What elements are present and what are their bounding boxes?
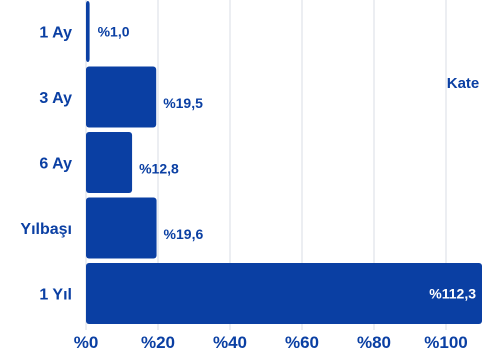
category-label-3: 6 Ay [39, 156, 72, 173]
x-tick-label-0: %0 [74, 333, 99, 352]
value-label-1: %1,0 [98, 24, 130, 40]
bar-4 [86, 197, 157, 259]
bar-1 [86, 1, 90, 62]
x-tick-label-60: %60 [285, 333, 319, 352]
x-tick-label-20: %20 [141, 333, 175, 352]
x-tick-label-80: %80 [357, 333, 391, 352]
value-label-5: %112,3 [429, 286, 476, 302]
x-tick-labels: %0 %20 %40 %60 %80 %100 [74, 333, 468, 352]
category-label-1: 1 Ay [39, 25, 72, 42]
value-label-3: %12,8 [139, 161, 179, 177]
category-labels: 1 Ay 3 Ay 6 Ay Yılbaşı 1 Yıl [20, 25, 72, 304]
value-label-4: %19,6 [164, 226, 204, 242]
bar-3 [86, 132, 133, 193]
legend-label: Kate [447, 75, 480, 92]
x-tick-label-100: %100 [424, 333, 467, 352]
value-labels: %1,0 %19,5 %12,8 %19,6 %112,3 [98, 24, 477, 302]
x-tick-label-40: %40 [213, 333, 247, 352]
bars [86, 1, 482, 324]
category-label-4: Yılbaşı [20, 221, 72, 238]
bar-2 [86, 66, 157, 128]
category-label-5: 1 Yıl [39, 287, 72, 304]
bar-5 [86, 263, 482, 324]
category-label-2: 3 Ay [39, 90, 72, 107]
value-label-2: %19,5 [163, 95, 203, 111]
